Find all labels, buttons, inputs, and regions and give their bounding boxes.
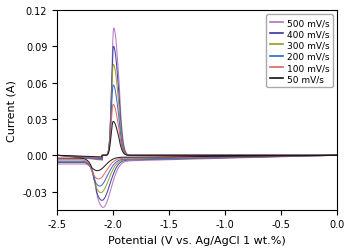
Legend: 500 mV/s, 400 mV/s, 300 mV/s, 200 mV/s, 100 mV/s, 50 mV/s: 500 mV/s, 400 mV/s, 300 mV/s, 200 mV/s, … — [266, 15, 333, 88]
Y-axis label: Current (A): Current (A) — [7, 80, 17, 141]
X-axis label: Potential (V vs. Ag/AgCl 1 wt.%): Potential (V vs. Ag/AgCl 1 wt.%) — [108, 235, 286, 245]
